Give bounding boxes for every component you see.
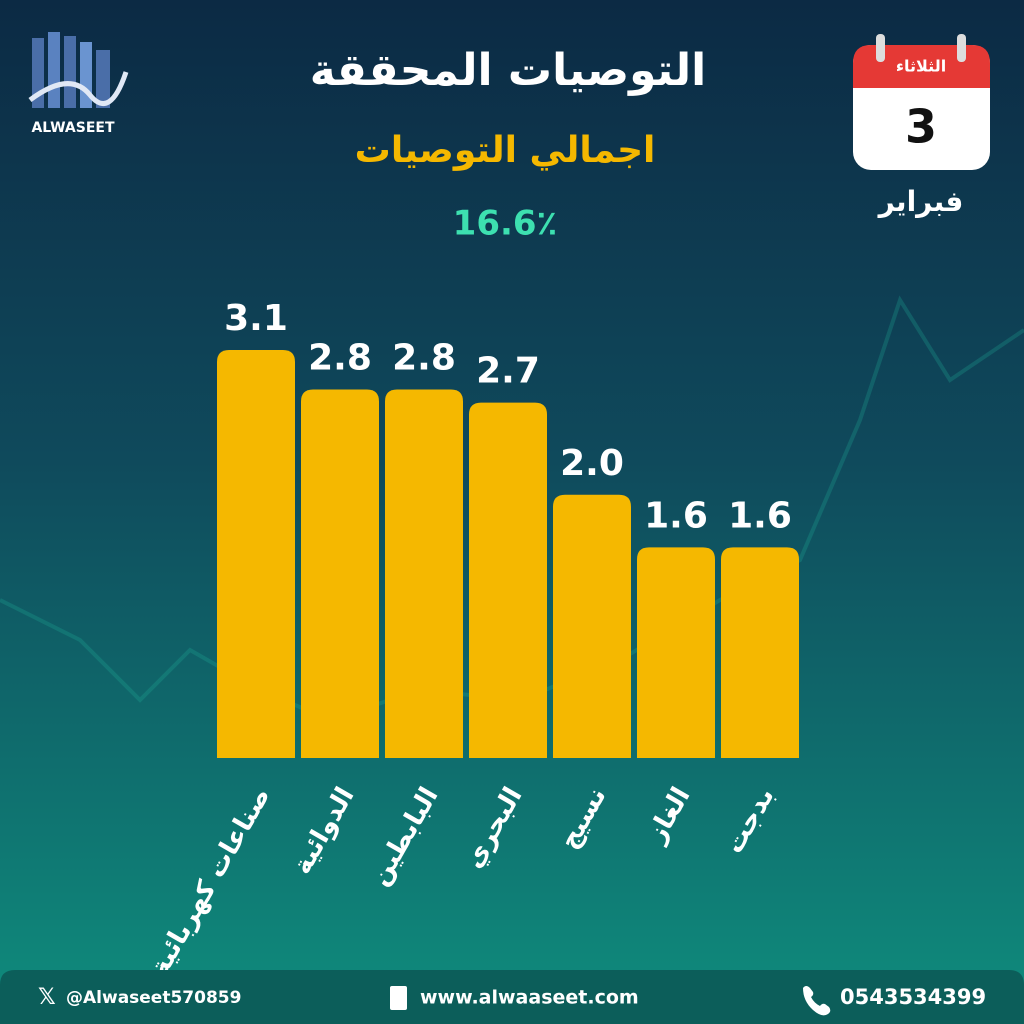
calendar-day: 3: [905, 100, 937, 154]
value-label: 3.1: [224, 298, 288, 339]
chart-title: التوصيات المحققة: [310, 45, 707, 96]
bar: [553, 494, 631, 758]
value-label: 2.8: [308, 337, 372, 378]
chart-subtitle: اجمالي التوصيات: [355, 130, 656, 171]
footer: 𝕏 @Alwaseet570859 www.alwaaseet.com 0543…: [0, 970, 1024, 1024]
value-label: 2.8: [392, 337, 456, 378]
calendar-weekday: الثلاثاء: [896, 57, 946, 76]
web-icon: [390, 986, 407, 1010]
bar: [301, 389, 379, 758]
logo-text: ALWASEET: [31, 120, 115, 136]
bar: [217, 350, 295, 758]
total: 16.6٪: [453, 204, 558, 244]
phone-icon: [803, 986, 831, 1016]
value-label: 1.6: [644, 495, 708, 536]
calendar-month: فبراير: [877, 185, 964, 218]
phone[interactable]: 0543534399: [840, 985, 986, 1009]
x-icon: 𝕏: [38, 985, 56, 1010]
value-label: 2.0: [560, 443, 624, 484]
bar: [385, 389, 463, 758]
value-label: 1.6: [728, 495, 792, 536]
value-label: 2.7: [476, 351, 540, 392]
logo: ALWASEET: [28, 32, 129, 136]
calendar: الثلاثاء 3 فبراير: [853, 34, 990, 218]
bar: [721, 547, 799, 758]
bar: [469, 402, 547, 758]
website[interactable]: www.alwaaseet.com: [420, 987, 639, 1009]
bar: [637, 547, 715, 758]
twitter[interactable]: @Alwaseet570859: [66, 988, 241, 1008]
